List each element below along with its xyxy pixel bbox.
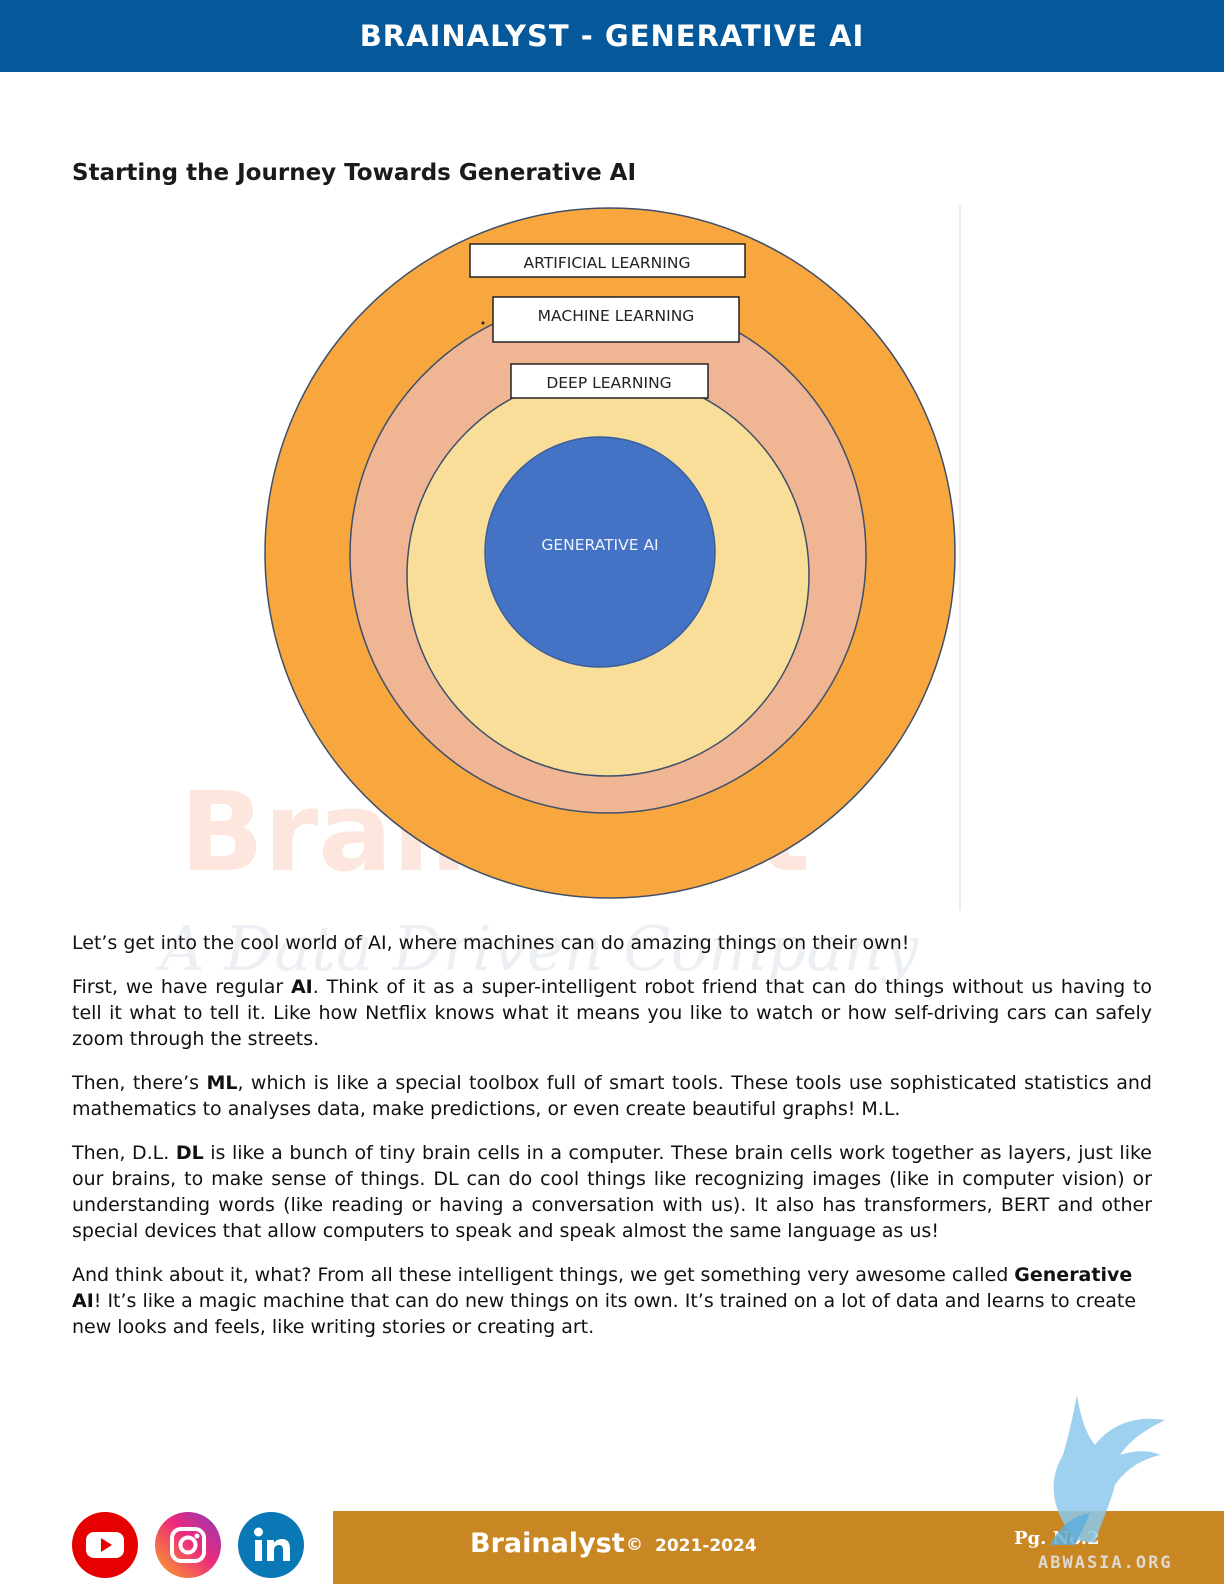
body-text: Let’s get into the cool world of AI, whe… (72, 930, 1152, 1358)
header-title: BRAINALYST - GENERATIVE AI (359, 19, 865, 53)
label-generative-ai: GENERATIVE AI (541, 536, 658, 554)
label-artificial-learning: ARTIFICIAL LEARNING (524, 254, 691, 272)
circle-generative-ai (484, 436, 716, 668)
site-watermark: ABWASIA.ORG (1038, 1553, 1173, 1573)
label-box-ai (469, 243, 746, 278)
linkedin-icon[interactable] (238, 1512, 304, 1578)
label-box-ml (492, 296, 740, 343)
footer-years: 2021-2024 (655, 1536, 757, 1556)
youtube-icon[interactable] (72, 1512, 138, 1578)
section-title: Starting the Journey Towards Generative … (72, 160, 637, 186)
ai-layers-diagram: ARTIFICIAL LEARNING MACHINE LEARNING DEE… (250, 205, 980, 915)
instagram-icon[interactable] (155, 1512, 221, 1578)
eagle-logo-icon (1035, 1395, 1170, 1545)
paragraph-ai: First, we have regular AI. Think of it a… (72, 976, 1153, 1050)
page-header: BRAINALYST - GENERATIVE AI (0, 0, 1224, 72)
label-machine-learning: MACHINE LEARNING (538, 307, 695, 325)
label-box-dl (510, 363, 709, 399)
paragraph-dl: Then, D.L. DL is like a bunch of tiny br… (72, 1142, 1152, 1242)
footer-brand: Brainalyst (470, 1528, 625, 1559)
label-deep-learning: DEEP LEARNING (546, 374, 671, 392)
paragraph-ml: Then, there’s ML, which is like a specia… (72, 1072, 1152, 1120)
copyright-symbol: © (626, 1535, 643, 1555)
paragraph-intro: Let’s get into the cool world of AI, whe… (72, 932, 910, 954)
paragraph-generative-ai: And think about it, what? From all these… (72, 1264, 1137, 1338)
